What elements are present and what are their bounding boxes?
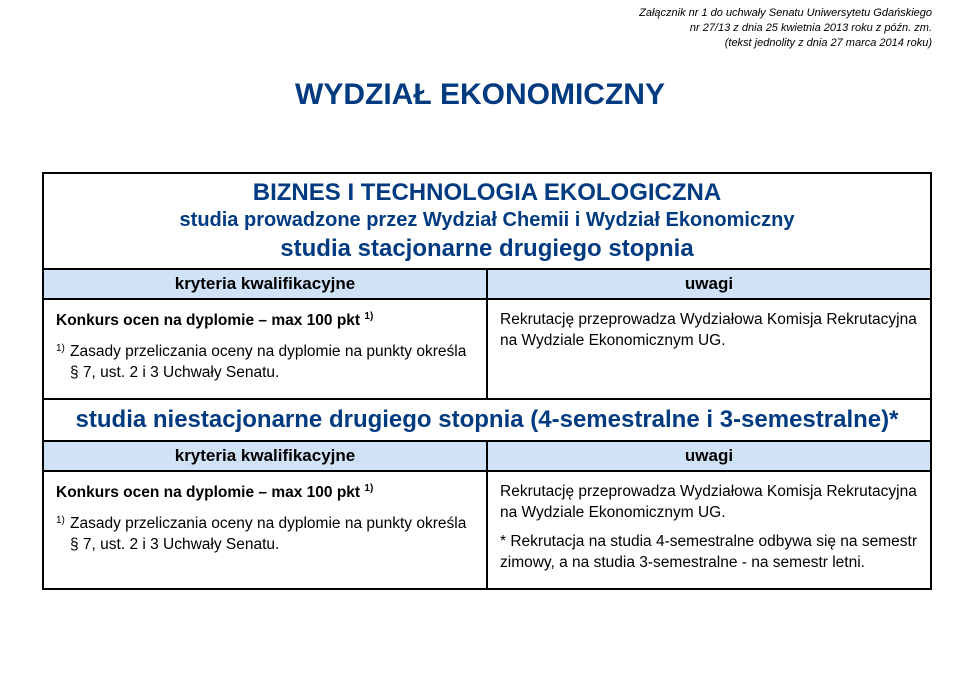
criteria-text-2: Konkurs ocen na dyplomie – max 100 pkt	[56, 484, 364, 501]
notes-text-2b: * Rekrutacja na studia 4-semestralne odb…	[500, 532, 918, 574]
content-area: BIZNES I TECHNOLOGIA EKOLOGICZNA studia …	[42, 172, 932, 590]
col-header-notes-1: uwagi	[487, 269, 931, 299]
criteria-cell-1: Konkurs ocen na dyplomie – max 100 pkt 1…	[43, 299, 487, 399]
study-mode-2: studia niestacjonarne drugiego stopnia (…	[43, 399, 931, 441]
page-title: WYDZIAŁ EKONOMICZNY	[0, 78, 960, 112]
footnote-marker-2: 1)	[56, 514, 70, 526]
program-name: BIZNES I TECHNOLOGIA EKOLOGICZNA	[44, 174, 930, 208]
program-title-band: BIZNES I TECHNOLOGIA EKOLOGICZNA studia …	[43, 173, 931, 269]
program-table-1: BIZNES I TECHNOLOGIA EKOLOGICZNA studia …	[42, 172, 932, 590]
attachment-header: Załącznik nr 1 do uchwały Senatu Uniwers…	[639, 6, 932, 51]
header-line-2: nr 27/13 z dnia 25 kwietnia 2013 roku z …	[639, 21, 932, 36]
criteria-bold-2: Konkurs ocen na dyplomie – max 100 pkt 1…	[56, 482, 474, 504]
footnote-2: 1) Zasady przeliczania oceny na dyplomie…	[56, 514, 474, 556]
footnote-marker-1: 1)	[56, 342, 70, 354]
criteria-sup-1: 1)	[364, 311, 373, 322]
criteria-sup-2: 1)	[364, 483, 373, 494]
notes-cell-1: Rekrutację przeprowadza Wydziałowa Komis…	[487, 299, 931, 399]
notes-cell-2: Rekrutację przeprowadza Wydziałowa Komis…	[487, 471, 931, 589]
program-subtitle: studia prowadzone przez Wydział Chemii i…	[44, 208, 930, 233]
col-header-notes-2: uwagi	[487, 441, 931, 471]
col-header-criteria-1: kryteria kwalifikacyjne	[43, 269, 487, 299]
footnote-text-2: Zasady przeliczania oceny na dyplomie na…	[70, 514, 474, 556]
criteria-cell-2: Konkurs ocen na dyplomie – max 100 pkt 1…	[43, 471, 487, 589]
criteria-text-1: Konkurs ocen na dyplomie – max 100 pkt	[56, 312, 364, 329]
footnote-text-1: Zasady przeliczania oceny na dyplomie na…	[70, 342, 474, 384]
header-line-3: (tekst jednolity z dnia 27 marca 2014 ro…	[639, 36, 932, 51]
footnote-1: 1) Zasady przeliczania oceny na dyplomie…	[56, 342, 474, 384]
col-header-criteria-2: kryteria kwalifikacyjne	[43, 441, 487, 471]
criteria-bold-1: Konkurs ocen na dyplomie – max 100 pkt 1…	[56, 310, 474, 332]
notes-text-2a: Rekrutację przeprowadza Wydziałowa Komis…	[500, 482, 918, 524]
notes-text-1: Rekrutację przeprowadza Wydziałowa Komis…	[500, 310, 918, 352]
header-line-1: Załącznik nr 1 do uchwały Senatu Uniwers…	[639, 6, 932, 21]
study-mode-1: studia stacjonarne drugiego stopnia	[44, 233, 930, 268]
